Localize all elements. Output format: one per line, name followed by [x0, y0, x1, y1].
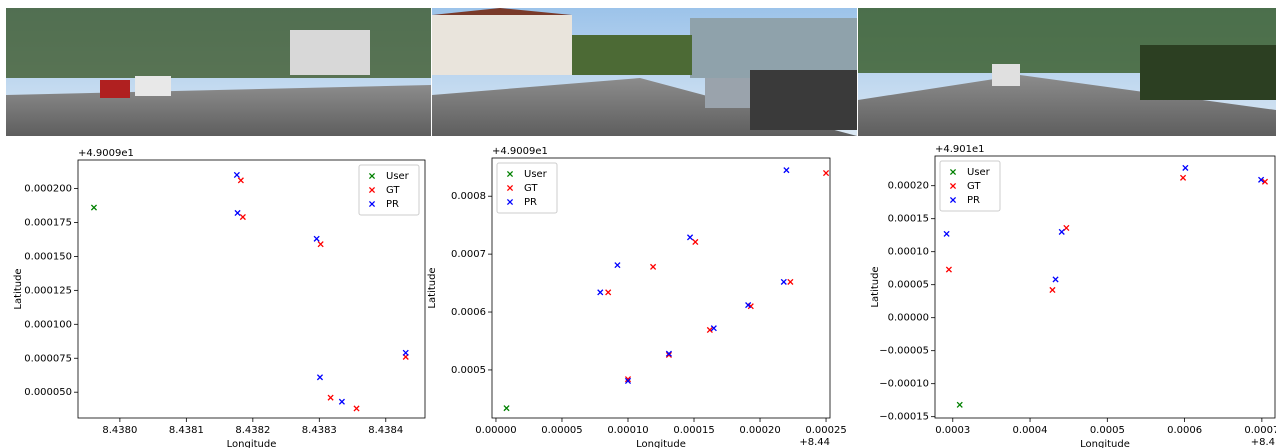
y-tick-label: 0.0005: [451, 365, 486, 376]
point: [1053, 277, 1058, 282]
photo-3: [858, 8, 1276, 136]
point: [650, 264, 655, 269]
y-axis-label: Latitude: [870, 266, 881, 307]
legend-label: User: [524, 169, 548, 180]
point: [91, 205, 96, 210]
point: [598, 290, 603, 295]
point: [234, 172, 239, 177]
y-tick-label: 0.0007: [451, 249, 486, 260]
x-tick-label: 0.0006: [1167, 425, 1202, 436]
point: [1059, 229, 1064, 234]
page: {"chart_data": [ {"type": "scatter", "ma…: [0, 0, 1276, 448]
y-tick-label: 0.00010: [888, 247, 929, 258]
x-tick-label: 0.00010: [607, 425, 648, 436]
point: [1183, 165, 1188, 170]
y-tick-label: 0.000175: [24, 217, 72, 228]
legend: User GT PR: [497, 163, 557, 213]
x-axis-label: Longitude: [227, 439, 277, 448]
y-tick-label: 0.000100: [24, 319, 72, 330]
point: [687, 235, 692, 240]
y-tick-label: 0.000150: [24, 251, 72, 262]
point: [339, 399, 344, 404]
photo-2: [432, 8, 857, 136]
x-tick-label: 8.4380: [102, 425, 137, 436]
point: [693, 239, 698, 244]
x-tick-label: 8.4384: [368, 425, 403, 436]
point: [944, 231, 949, 236]
point: [788, 279, 793, 284]
x-offset-label: +8.44: [799, 437, 830, 448]
legend-label: GT: [967, 181, 981, 192]
y-offset-label: +4.9009e1: [78, 148, 134, 159]
legend: User GT PR: [359, 165, 419, 215]
x-tick-label: 0.00005: [541, 425, 582, 436]
x-tick-label: 0.00015: [673, 425, 714, 436]
y-tick-label: 0.000075: [24, 353, 72, 364]
y-axis-label: Latitude: [13, 268, 24, 309]
figure: 8.4380 8.4381 8.4382 8.4383 8.4384 0.000050 0.…: [0, 0, 1276, 448]
legend-label: User: [967, 167, 991, 178]
photo-1: [6, 8, 431, 136]
point: [238, 178, 243, 183]
point: [354, 406, 359, 411]
x-tick-label: 0.00025: [805, 425, 846, 436]
y-tick-label: 0.00020: [888, 181, 929, 192]
x-tick-label: 8.4381: [169, 425, 204, 436]
point: [946, 267, 951, 272]
x-tick-label: 8.4382: [235, 425, 270, 436]
legend-label: PR: [524, 197, 537, 208]
point: [606, 290, 611, 295]
y-offset-label: +4.9009e1: [492, 146, 548, 157]
point: [403, 350, 408, 355]
point: [784, 168, 789, 173]
point: [240, 214, 245, 219]
x-tick-label: 0.00020: [739, 425, 780, 436]
y-tick-label: 0.000125: [24, 285, 72, 296]
x-tick-label: 0.00000: [475, 425, 516, 436]
legend-label: GT: [386, 185, 400, 196]
y-tick-label: −0.00010: [879, 379, 929, 390]
point: [1180, 175, 1185, 180]
x-axis-label: Longitude: [636, 439, 686, 448]
legend-label: PR: [967, 195, 980, 206]
point: [317, 375, 322, 380]
point: [781, 279, 786, 284]
x-tick-label: 0.0005: [1090, 425, 1125, 436]
x-tick-label: 0.0003: [935, 425, 970, 436]
y-tick-label: −0.00005: [879, 346, 929, 357]
point: [318, 242, 323, 247]
legend-label: User: [386, 171, 410, 182]
legend-label: PR: [386, 199, 399, 210]
y-tick-label: 0.000050: [24, 387, 72, 398]
point: [615, 263, 620, 268]
point: [314, 236, 319, 241]
y-tick-label: 0.00000: [888, 313, 929, 324]
point: [957, 402, 962, 407]
x-axis-label: Longitude: [1080, 439, 1130, 448]
legend-label: GT: [524, 183, 538, 194]
x-tick-label: 8.4383: [302, 425, 337, 436]
legend: User GT PR: [940, 161, 1000, 211]
point: [823, 170, 828, 175]
point: [235, 210, 240, 215]
y-tick-label: 0.0008: [451, 191, 486, 202]
x-offset-label: +8.4: [1251, 437, 1275, 448]
point: [328, 395, 333, 400]
x-tick-label: 0.0007: [1244, 425, 1276, 436]
y-tick-label: 0.00005: [888, 280, 929, 291]
y-tick-label: −0.00015: [879, 412, 929, 423]
y-tick-label: 0.000200: [24, 184, 72, 195]
point: [1050, 287, 1055, 292]
y-offset-label: +4.901e1: [935, 144, 985, 155]
y-tick-label: 0.00015: [888, 214, 929, 225]
y-tick-label: 0.0006: [451, 307, 486, 318]
point: [504, 406, 509, 411]
x-tick-label: 0.0004: [1013, 425, 1048, 436]
y-axis-label: Latitude: [427, 267, 438, 308]
